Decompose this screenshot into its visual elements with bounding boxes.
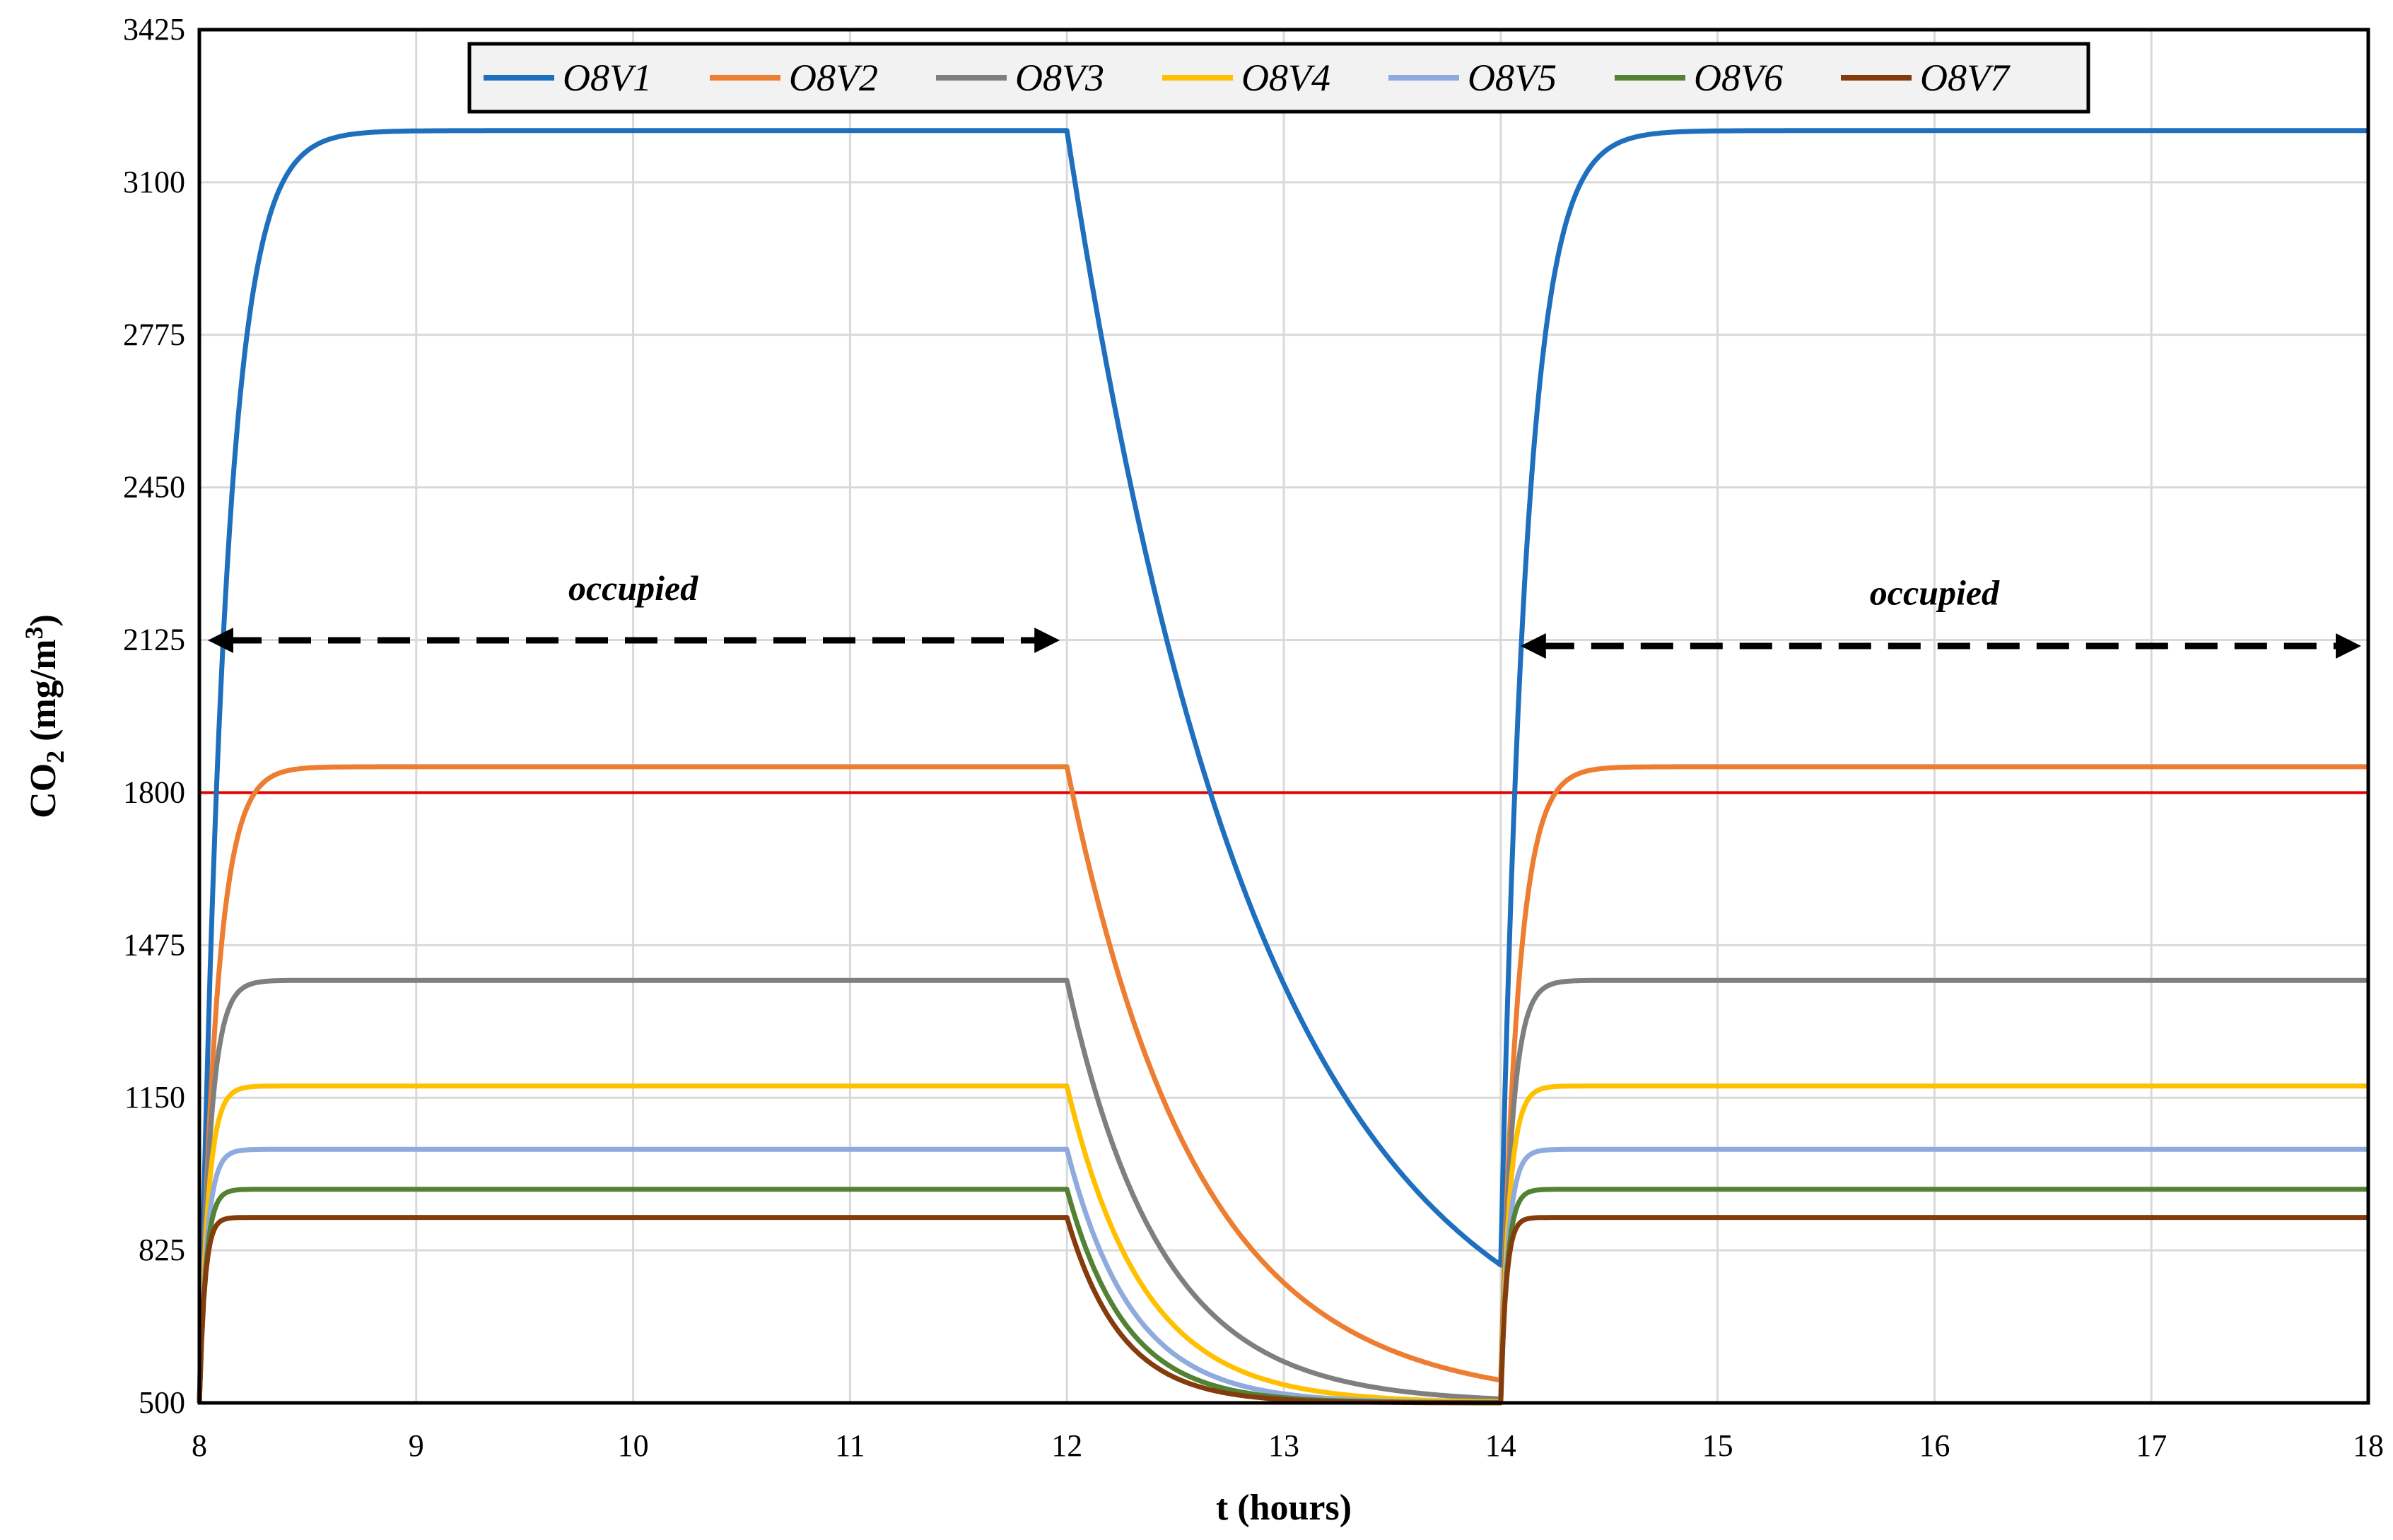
series-line-o8v2 xyxy=(197,764,2369,1404)
occupied-arrowhead-right xyxy=(2336,633,2361,659)
x-tick-label: 14 xyxy=(1485,1428,1516,1463)
x-tick-label: 15 xyxy=(1702,1428,1733,1463)
y-axis-title-base: CO xyxy=(23,763,64,818)
y-tick-label: 825 xyxy=(139,1233,185,1267)
x-axis-ticks: 8 9 10 11 12 13 14 15 16 17 18 xyxy=(192,1428,2384,1463)
series-line-o8v4 xyxy=(197,1083,2369,1404)
grid xyxy=(198,28,2370,1404)
y-axis-title: CO2 (mg/m3) xyxy=(20,614,69,818)
occupied-label: occupied xyxy=(1870,573,2000,613)
x-tick-label: 12 xyxy=(1051,1428,1082,1463)
y-axis-title-unit: (mg/m xyxy=(23,639,64,750)
legend-label: O8V3 xyxy=(1015,57,1104,99)
y-tick-label: 500 xyxy=(139,1385,185,1420)
x-tick-label: 9 xyxy=(409,1428,424,1463)
legend: O8V1 O8V2 O8V3 O8V4 O8V5 O8V6 O8V7 xyxy=(467,42,2090,114)
y-axis-ticks: 500 825 1150 1475 1800 2125 2450 2775 3100 3425 xyxy=(123,12,185,1420)
annotations: occupied occupied xyxy=(208,568,2361,659)
y-tick-label: 1475 xyxy=(123,927,185,962)
occupied-label: occupied xyxy=(568,568,698,608)
y-tick-label: 2125 xyxy=(123,623,185,657)
occupied-arrowhead-left xyxy=(1520,633,1546,659)
series-line-o8v1 xyxy=(197,128,2369,1404)
legend-label: O8V6 xyxy=(1694,57,1783,99)
y-tick-label: 2450 xyxy=(123,470,185,505)
series-line-o8v5 xyxy=(197,1146,2369,1405)
x-tick-label: 18 xyxy=(2353,1428,2384,1463)
y-axis-title-sup: 3 xyxy=(20,626,48,639)
legend-label: O8V1 xyxy=(563,57,652,99)
y-tick-label: 3425 xyxy=(123,12,185,47)
plot-area-frame xyxy=(197,28,2370,1405)
y-axis-title-close: ) xyxy=(23,614,64,626)
x-tick-label: 11 xyxy=(835,1428,865,1463)
series-line-o8v7 xyxy=(197,1215,2369,1406)
x-tick-label: 17 xyxy=(2136,1428,2167,1463)
legend-label: O8V2 xyxy=(789,57,878,99)
x-tick-label: 8 xyxy=(192,1428,207,1463)
y-tick-label: 3100 xyxy=(123,165,185,199)
series-lines xyxy=(197,128,2369,1406)
legend-label: O8V4 xyxy=(1241,57,1330,99)
x-axis-title: t (hours) xyxy=(1216,1488,1352,1528)
legend-label: O8V7 xyxy=(1920,57,2011,99)
x-tick-label: 10 xyxy=(618,1428,649,1463)
y-tick-label: 2775 xyxy=(123,317,185,352)
x-tick-label: 16 xyxy=(1919,1428,1950,1463)
y-axis-title-sub: 2 xyxy=(41,751,69,763)
y-tick-label: 1150 xyxy=(124,1080,185,1115)
legend-label: O8V5 xyxy=(1468,57,1557,99)
series-line-o8v3 xyxy=(197,977,2369,1404)
occupied-arrowhead-right xyxy=(1034,628,1060,653)
occupied-arrowhead-left xyxy=(208,628,233,653)
y-tick-label: 1800 xyxy=(123,775,185,809)
x-tick-label: 13 xyxy=(1268,1428,1299,1463)
